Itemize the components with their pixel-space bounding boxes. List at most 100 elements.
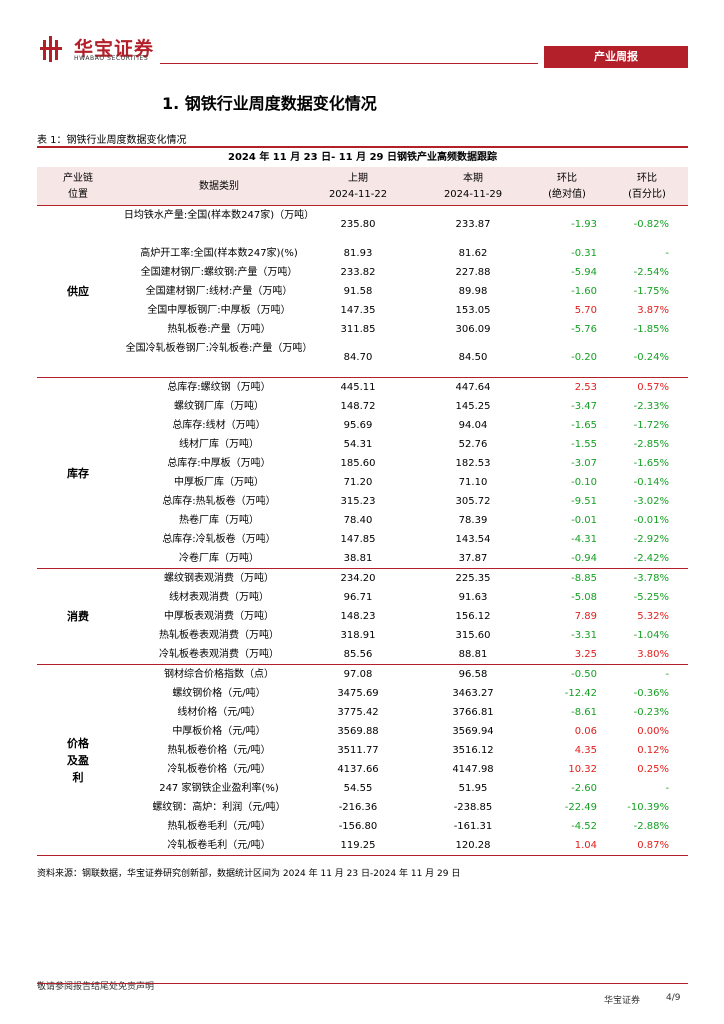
table-row: 螺纹钢价格（元/吨） 3475.69 3463.27 -12.42 -0.36% [37,684,688,703]
row-change-abs: -5.94 [571,267,597,278]
table-row: 螺纹钢表观消费（万吨） 234.20 225.35 -8.85 -3.78% [37,569,688,588]
row-curr-value: 3463.27 [452,688,494,699]
col-header-prev-2: 2024-11-22 [328,189,388,200]
row-change-abs: 4.35 [574,745,597,756]
row-curr-value: 81.62 [458,248,488,259]
row-curr-value: 447.64 [455,382,491,393]
table-row: 螺纹钢：高炉：利润（元/吨） -216.36 -238.85 -22.49 -10.39… [37,798,688,817]
row-change-abs: 2.53 [574,382,597,393]
report-type-badge: 产业周报 [544,46,688,68]
row-prev-value: 54.55 [343,783,373,794]
row-change-abs: -2.60 [571,783,597,794]
row-curr-value: 120.28 [455,840,491,851]
row-change-abs: -3.07 [571,458,597,469]
row-change-abs: -8.85 [571,573,597,584]
row-change-abs: -1.55 [571,439,597,450]
row-category: 线材价格（元/吨） [177,707,261,718]
row-change-pct: 0.12% [637,745,669,756]
row-change-abs: -4.31 [571,534,597,545]
row-prev-value: 318.91 [340,630,376,641]
header-divider [160,63,538,64]
row-curr-value: 89.98 [458,286,488,297]
row-change-abs: -0.50 [571,669,597,680]
row-category: 冷卷厂库（万吨） [179,553,259,564]
row-change-pct: 3.87% [637,305,669,316]
table-row: 热轧板卷:产量（万吨） 311.85 306.09 -5.76 -1.85% [37,320,688,339]
row-curr-value: -161.31 [453,821,493,832]
row-prev-value: 96.71 [343,592,373,603]
footer-divider [37,983,688,984]
row-change-pct: - [665,248,669,259]
row-category: 总库存:线材（万吨） [172,420,266,431]
row-curr-value: 51.95 [458,783,488,794]
row-prev-value: 91.58 [343,286,373,297]
row-change-pct: -3.78% [633,573,669,584]
row-curr-value: 71.10 [458,477,488,488]
row-curr-value: 233.87 [455,219,491,230]
row-prev-value: 84.70 [343,352,373,363]
row-category: 热轧板卷表观消费（万吨） [159,630,279,641]
row-change-abs: -5.76 [571,324,597,335]
row-prev-value: 4137.66 [337,764,379,775]
row-curr-value: 225.35 [455,573,491,584]
row-curr-value: 4147.98 [452,764,494,775]
row-change-abs: 0.06 [574,726,597,737]
row-category: 冷轧板卷表观消费（万吨） [159,649,279,660]
row-category: 热轧板卷价格（元/吨） [167,745,271,756]
table-row: 总库存:热轧板卷（万吨） 315.23 305.72 -9.51 -3.02% [37,492,688,511]
table-row: 冷轧板卷毛利（元/吨） 119.25 120.28 1.04 0.87% [37,836,688,855]
row-change-abs: 7.89 [574,611,597,622]
table-row: 总库存:冷轧板卷（万吨） 147.85 143.54 -4.31 -2.92% [37,530,688,549]
row-curr-value: -238.85 [453,802,493,813]
table-row: 热轧板卷表观消费（万吨） 318.91 315.60 -3.31 -1.04% [37,626,688,645]
row-category: 热卷厂库（万吨） [179,515,259,526]
row-prev-value: 3569.88 [337,726,379,737]
page-number: 4/9 [666,993,681,1003]
table-row: 中厚板表观消费（万吨） 148.23 156.12 7.89 5.32% [37,607,688,626]
row-curr-value: 3766.81 [452,707,494,718]
row-category: 中厚板表观消费（万吨） [164,611,274,622]
table-row: 全国建材钢厂:线材:产量（万吨） 91.58 89.98 -1.60 -1.75% [37,282,688,301]
row-curr-value: 227.88 [455,267,491,278]
row-change-pct: -2.33% [633,401,669,412]
row-change-pct: -1.85% [633,324,669,335]
table-bottom-rule [37,855,688,856]
row-curr-value: 96.58 [458,669,488,680]
row-change-pct: -0.01% [633,515,669,526]
row-change-pct: 5.32% [637,611,669,622]
row-category: 线材表观消费（万吨） [169,592,269,603]
table-row: 冷轧板卷表观消费（万吨） 85.56 88.81 3.25 3.80% [37,645,688,664]
row-change-pct: - [665,669,669,680]
source-note: 资料来源：钢联数据，华宝证券研究创新部，数据统计区间为 2024 年 11 月 … [37,869,461,879]
row-prev-value: 85.56 [343,649,373,660]
group-label: 消费 [67,610,89,623]
row-curr-value: 78.39 [458,515,488,526]
row-change-pct: -0.36% [633,688,669,699]
table-row: 全国冷轧板卷钢厂:冷轧板卷:产量（万吨） 84.70 84.50 -0.20 -0.24… [37,339,688,377]
row-change-pct: -1.72% [633,420,669,431]
table-group: 库存 总库存:螺纹钢（万吨） 445.11 447.64 2.53 0.57% 螺纹钢厂库（… [37,377,688,568]
row-prev-value: 54.31 [343,439,373,450]
row-category: 中厚板价格（元/吨） [172,726,266,737]
row-prev-value: 445.11 [340,382,376,393]
table-row: 线材厂库（万吨） 54.31 52.76 -1.55 -2.85% [37,435,688,454]
row-change-abs: 1.04 [574,840,597,851]
row-change-pct: -1.04% [633,630,669,641]
row-category: 热轧板卷毛利（元/吨） [167,821,271,832]
table-row: 热轧板卷价格（元/吨） 3511.77 3516.12 4.35 0.12% [37,741,688,760]
row-curr-value: 52.76 [458,439,488,450]
table-row: 高炉开工率:全国(样本数247家)(%) 81.93 81.62 -0.31 - [37,244,688,263]
group-label: 供应 [67,285,89,298]
row-change-pct: -3.02% [633,496,669,507]
col-header-chain-1: 产业链 [63,173,93,184]
col-header-abs-2: (绝对值) [548,189,586,200]
brand-name-cn: 华宝证券 [74,38,155,60]
steel-data-table: 2024 年 11 月 23 日- 11 月 29 日钢铁产业高频数据跟踪 产业… [37,146,688,856]
col-header-curr-1: 本期 [463,173,483,184]
row-change-abs: -0.94 [571,553,597,564]
row-prev-value: 38.81 [343,553,373,564]
table-row: 总库存:螺纹钢（万吨） 445.11 447.64 2.53 0.57% [37,378,688,397]
row-change-abs: -5.08 [571,592,597,603]
row-curr-value: 145.25 [455,401,491,412]
row-category: 总库存:螺纹钢（万吨） [167,382,271,393]
